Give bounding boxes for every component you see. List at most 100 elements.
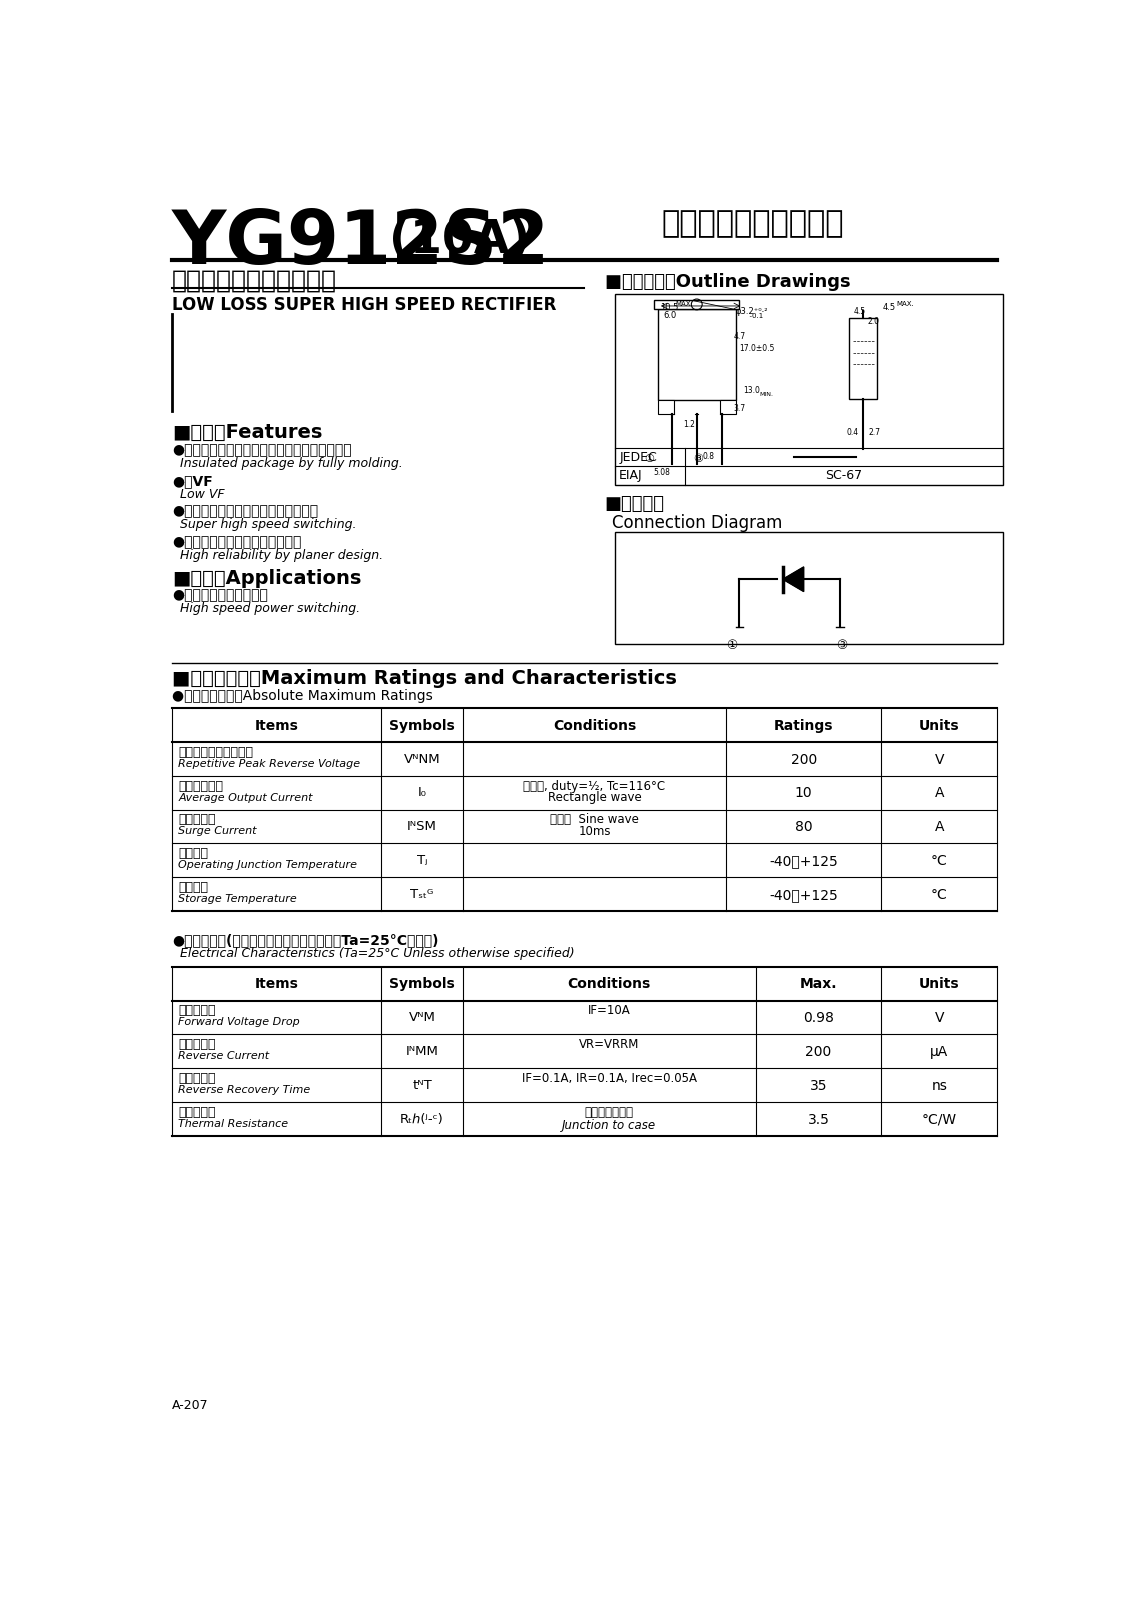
- Text: Repetitive Peak Reverse Voltage: Repetitive Peak Reverse Voltage: [178, 758, 361, 768]
- Text: 1.2: 1.2: [683, 419, 696, 429]
- Text: Units: Units: [919, 718, 960, 733]
- Text: ■用途：Applications: ■用途：Applications: [172, 570, 362, 589]
- Text: Reverse Current: Reverse Current: [178, 1051, 269, 1061]
- Text: IF=0.1A, IR=0.1A, Irec=0.05A: IF=0.1A, IR=0.1A, Irec=0.05A: [521, 1072, 697, 1085]
- Text: A: A: [934, 787, 944, 800]
- Text: -40～+125: -40～+125: [769, 888, 839, 902]
- Text: ①: ①: [726, 640, 737, 653]
- Text: ピーク繰り返し逆電圧: ピーク繰り返し逆電圧: [178, 746, 253, 758]
- Text: Ratings: Ratings: [774, 718, 833, 733]
- Text: 逆　電　流: 逆 電 流: [178, 1038, 216, 1051]
- Text: IᴺMM: IᴺMM: [405, 1045, 438, 1058]
- Text: Junction to case: Junction to case: [563, 1118, 656, 1133]
- Text: Storage Temperature: Storage Temperature: [178, 894, 297, 904]
- Text: MAX.: MAX.: [896, 301, 914, 307]
- Text: ●取り付け面が絶縁されたフルモールドタイプ: ●取り付け面が絶縁されたフルモールドタイプ: [172, 443, 351, 458]
- Bar: [658, 400, 673, 414]
- Text: 矩形波, duty=½, Tc=116°C: 矩形波, duty=½, Tc=116°C: [524, 779, 665, 792]
- Text: 5.08: 5.08: [654, 467, 670, 477]
- Text: Average Output Current: Average Output Current: [178, 792, 313, 803]
- Text: Tₛₜᴳ: Tₛₜᴳ: [411, 888, 434, 901]
- Text: VᴺM: VᴺM: [408, 1011, 436, 1024]
- Text: Rectangle wave: Rectangle wave: [548, 790, 641, 805]
- Text: 順　電　圧: 順 電 圧: [178, 1005, 216, 1018]
- Text: 3.7: 3.7: [734, 403, 745, 413]
- Text: 17.0±0.5: 17.0±0.5: [739, 344, 775, 352]
- Text: Units: Units: [919, 978, 960, 992]
- Text: Operating Junction Temperature: Operating Junction Temperature: [178, 861, 357, 870]
- Text: 13.0: 13.0: [743, 386, 760, 395]
- Text: Conditions: Conditions: [553, 718, 636, 733]
- Text: 接合温度: 接合温度: [178, 848, 209, 861]
- Text: 正弦波  Sine wave: 正弦波 Sine wave: [550, 813, 639, 826]
- Text: 低損失超高速ダイオード: 低損失超高速ダイオード: [172, 269, 337, 293]
- Text: Surge Current: Surge Current: [178, 827, 257, 837]
- Text: (10A): (10A): [389, 218, 531, 262]
- Text: ■特長：Features: ■特長：Features: [172, 422, 323, 442]
- Text: ns: ns: [931, 1078, 947, 1093]
- Bar: [615, 294, 1003, 485]
- Text: 保存温度: 保存温度: [178, 882, 209, 894]
- Text: 80: 80: [795, 821, 812, 834]
- Text: MIN.: MIN.: [760, 392, 774, 397]
- Text: 10ms: 10ms: [578, 826, 610, 838]
- Text: ①: ①: [644, 454, 654, 464]
- Text: Insulated package by fully molding.: Insulated package by fully molding.: [172, 458, 403, 470]
- Text: 200: 200: [806, 1045, 832, 1059]
- Text: 200: 200: [791, 752, 817, 766]
- Text: Tⱼ: Tⱼ: [416, 854, 427, 867]
- Text: A-207: A-207: [172, 1400, 209, 1413]
- Text: 4.5: 4.5: [883, 302, 896, 312]
- Text: JEDEC: JEDEC: [620, 451, 657, 464]
- Text: サージ電流: サージ電流: [178, 813, 216, 826]
- Text: 接合・ケース間: 接合・ケース間: [584, 1106, 633, 1118]
- Text: 0.98: 0.98: [803, 1011, 834, 1026]
- Text: 2.7: 2.7: [868, 429, 880, 437]
- Text: Max.: Max.: [800, 978, 837, 992]
- Bar: [720, 400, 736, 414]
- Text: °C: °C: [931, 854, 948, 869]
- Text: SC-67: SC-67: [825, 469, 863, 482]
- Text: Electrical Characteristics (Ta=25°C Unless otherwise specified): Electrical Characteristics (Ta=25°C Unle…: [172, 947, 575, 960]
- Text: A: A: [934, 821, 944, 834]
- Text: Symbols: Symbols: [389, 718, 455, 733]
- Text: EIAJ: EIAJ: [620, 469, 642, 482]
- Text: ●絶対最大定格：Absolute Maximum Ratings: ●絶対最大定格：Absolute Maximum Ratings: [172, 688, 432, 702]
- Text: 6.0: 6.0: [663, 312, 677, 320]
- Text: 3.5: 3.5: [808, 1114, 830, 1126]
- Text: V: V: [934, 752, 944, 766]
- Text: 平均出力電流: 平均出力電流: [178, 779, 224, 792]
- Bar: [658, 309, 736, 400]
- Text: ●スイッチングスピードが非常に速い: ●スイッチングスピードが非常に速い: [172, 504, 318, 518]
- Text: 2.0: 2.0: [867, 317, 880, 326]
- Text: High speed power switching.: High speed power switching.: [172, 603, 361, 616]
- Text: ●電気的特性(特に指定がない限り周囲温度Ta=25°Cとする): ●電気的特性(特に指定がない限り周囲温度Ta=25°Cとする): [172, 933, 438, 947]
- Text: ■外形寸法：Outline Drawings: ■外形寸法：Outline Drawings: [605, 274, 850, 291]
- Text: 4.7: 4.7: [734, 333, 745, 341]
- Text: 10: 10: [795, 787, 812, 800]
- Text: Items: Items: [254, 718, 299, 733]
- Text: ■定格と特性：Maximum Ratings and Characteristics: ■定格と特性：Maximum Ratings and Characteristi…: [172, 669, 677, 688]
- Text: 富士小電力ダイオード: 富士小電力ダイオード: [662, 210, 844, 238]
- Text: VᴺNM: VᴺNM: [404, 752, 440, 765]
- Text: Reverse Recovery Time: Reverse Recovery Time: [178, 1085, 310, 1094]
- Text: IF=10A: IF=10A: [588, 1005, 631, 1018]
- Bar: [654, 299, 739, 309]
- Text: -40～+125: -40～+125: [769, 854, 839, 869]
- Text: Thermal Resistance: Thermal Resistance: [178, 1118, 289, 1130]
- Text: MAX.: MAX.: [675, 301, 694, 307]
- Text: μA: μA: [930, 1045, 948, 1059]
- Text: ■電極接続: ■電極接続: [605, 496, 664, 514]
- Text: Symbols: Symbols: [389, 978, 455, 992]
- Text: LOW LOSS SUPER HIGH SPEED RECTIFIER: LOW LOSS SUPER HIGH SPEED RECTIFIER: [172, 296, 557, 314]
- Text: I₀: I₀: [418, 787, 427, 800]
- Text: YG912S2: YG912S2: [172, 208, 550, 280]
- Text: Conditions: Conditions: [567, 978, 650, 992]
- Text: ③: ③: [836, 640, 848, 653]
- Text: °C: °C: [931, 888, 948, 902]
- Text: Connection Diagram: Connection Diagram: [613, 514, 783, 531]
- Text: ●プレーナー技術による高信頼性: ●プレーナー技術による高信頼性: [172, 536, 301, 549]
- Text: 35: 35: [810, 1078, 827, 1093]
- Text: Items: Items: [254, 978, 299, 992]
- Text: V: V: [934, 1011, 944, 1026]
